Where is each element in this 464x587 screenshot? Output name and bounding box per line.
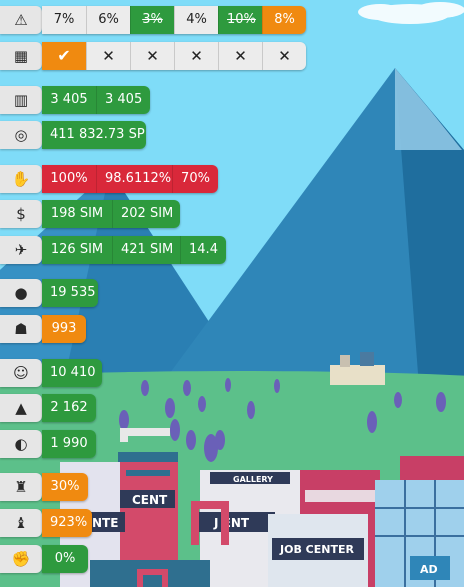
stat-value-cell[interactable]: 198 SIM bbox=[42, 200, 112, 228]
stat-row: ▦ ✔ ✕ ✕ ✕ ✕ ✕ bbox=[0, 42, 306, 70]
stat-values: 993 bbox=[42, 315, 86, 343]
stat-row: ♜ 30% bbox=[0, 473, 88, 501]
stat-values: 923% bbox=[42, 509, 92, 537]
gallery-sign: GALLERY bbox=[233, 475, 273, 484]
stat-value-cell[interactable]: 3% bbox=[130, 6, 174, 34]
fist-icon[interactable]: ✊ bbox=[0, 545, 42, 573]
ad-sign: AD bbox=[420, 563, 438, 576]
center-sign-3: J ENT bbox=[213, 516, 250, 530]
stat-values: 1 990 bbox=[42, 430, 96, 458]
building-icon[interactable]: ▥ bbox=[0, 86, 42, 114]
stat-value-cell[interactable]: 3 405 bbox=[42, 86, 96, 114]
stat-values: 2 162 bbox=[42, 394, 96, 422]
calendar-icon[interactable]: ▦ bbox=[0, 42, 42, 70]
stat-row: ♝ 923% bbox=[0, 509, 92, 537]
stat-row: ▲ 2 162 bbox=[0, 394, 96, 422]
stat-row: ✈ 126 SIM 421 SIM 14.4 bbox=[0, 236, 226, 264]
hand-holding-dollar-icon[interactable]: ✋ bbox=[0, 165, 42, 193]
stat-value-cell[interactable]: 3 405 bbox=[96, 86, 150, 114]
stat-row: ⚠ 7% 6% 3% 4% 10% 8% bbox=[0, 6, 306, 34]
stat-row: ☺ 10 410 bbox=[0, 359, 102, 387]
stat-value-cell[interactable]: 421 SIM bbox=[112, 236, 180, 264]
stat-value-cell[interactable]: 923% bbox=[42, 509, 92, 537]
stat-value-cell[interactable]: ✕ bbox=[86, 42, 130, 70]
stat-values: 411 832.73 SP bbox=[42, 121, 146, 149]
stat-values: 10 410 bbox=[42, 359, 102, 387]
center-sign-2: NTE bbox=[92, 516, 118, 530]
stat-values: 7% 6% 3% 4% 10% 8% bbox=[42, 6, 306, 34]
warning-icon[interactable]: ⚠ bbox=[0, 6, 42, 34]
stat-value-cell[interactable]: ✕ bbox=[262, 42, 306, 70]
stat-value-cell[interactable]: 1 990 bbox=[42, 430, 96, 458]
center-sign-1: CENT bbox=[132, 493, 168, 507]
stat-value-cell[interactable]: 70% bbox=[172, 165, 218, 193]
stat-value-cell[interactable]: 2 162 bbox=[42, 394, 96, 422]
stat-value-cell[interactable]: 0% bbox=[42, 545, 88, 573]
stat-values: ✔ ✕ ✕ ✕ ✕ ✕ bbox=[42, 42, 306, 70]
stat-value-cell[interactable]: 10% bbox=[218, 6, 262, 34]
stat-value-cell[interactable]: 10 410 bbox=[42, 359, 102, 387]
coins-icon[interactable]: ◎ bbox=[0, 121, 42, 149]
stat-row: ✊ 0% bbox=[0, 545, 88, 573]
stat-row: ☗ 993 bbox=[0, 315, 86, 343]
graduation-cap-icon[interactable]: ▲ bbox=[0, 394, 42, 422]
stat-value-cell[interactable]: ✕ bbox=[218, 42, 262, 70]
stat-value-cell[interactable]: 202 SIM bbox=[112, 200, 180, 228]
stat-row: $198 SIM 202 SIM bbox=[0, 200, 180, 228]
stat-values: 100% 98.6112% 70% bbox=[42, 165, 218, 193]
job-center-sign: JOB CENTER bbox=[279, 543, 354, 556]
stat-value-cell[interactable]: ✕ bbox=[130, 42, 174, 70]
stat-value-cell[interactable]: 19 535 bbox=[42, 279, 98, 307]
stat-values: 126 SIM 421 SIM 14.4 bbox=[42, 236, 226, 264]
people-group-icon[interactable]: ☗ bbox=[0, 315, 42, 343]
stat-value-cell[interactable]: 98.6112% bbox=[96, 165, 172, 193]
stat-value-cell[interactable]: ✕ bbox=[174, 42, 218, 70]
stat-value-cell[interactable]: 14.4 bbox=[180, 236, 226, 264]
stat-row: ▥ 3 405 3 405 bbox=[0, 86, 150, 114]
stat-row: ● 19 535 bbox=[0, 279, 98, 307]
stat-value-cell[interactable]: 30% bbox=[42, 473, 88, 501]
smile-icon[interactable]: ☺ bbox=[0, 359, 42, 387]
worker-icon[interactable]: ♜ bbox=[0, 473, 42, 501]
stat-value-cell[interactable]: 126 SIM bbox=[42, 236, 112, 264]
stat-value-cell[interactable]: 6% bbox=[86, 6, 130, 34]
graduate-person-icon[interactable]: ♝ bbox=[0, 509, 42, 537]
stat-values: 198 SIM 202 SIM bbox=[42, 200, 180, 228]
stat-value-cell[interactable]: 7% bbox=[42, 6, 86, 34]
stat-row: ✋ 100% 98.6112% 70% bbox=[0, 165, 218, 193]
palette-icon[interactable]: ◐ bbox=[0, 430, 42, 458]
person-icon[interactable]: ● bbox=[0, 279, 42, 307]
stat-values: 19 535 bbox=[42, 279, 98, 307]
stat-values: 0% bbox=[42, 545, 88, 573]
stat-values: 30% bbox=[42, 473, 88, 501]
stat-value-cell[interactable]: ✔ bbox=[42, 42, 86, 70]
stat-value-cell[interactable]: 8% bbox=[262, 6, 306, 34]
stat-values: 3 405 3 405 bbox=[42, 86, 150, 114]
stat-row: ◎ 411 832.73 SP bbox=[0, 121, 146, 149]
stat-row: ◐ 1 990 bbox=[0, 430, 96, 458]
stat-value-cell[interactable]: 411 832.73 SP bbox=[42, 121, 146, 149]
stat-value-cell[interactable]: 4% bbox=[174, 6, 218, 34]
stat-value-cell[interactable]: 100% bbox=[42, 165, 96, 193]
stat-value-cell[interactable]: 993 bbox=[42, 315, 86, 343]
plane-icon[interactable]: ✈ bbox=[0, 236, 42, 264]
dollar-icon[interactable]: $ bbox=[0, 200, 42, 228]
